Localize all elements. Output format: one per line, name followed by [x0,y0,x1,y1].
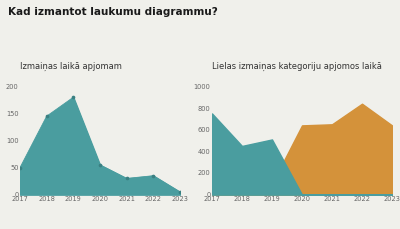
Text: Izmaiņas laikā apjomam: Izmaiņas laikā apjomam [20,62,122,71]
Text: Lielas izmaiņas kategoriju apjomos laikā: Lielas izmaiņas kategoriju apjomos laikā [212,62,382,71]
Point [150,174,156,177]
Point [17,166,23,169]
Point [124,177,130,180]
Point [44,114,50,118]
Point [97,163,103,167]
Point [70,95,76,99]
Text: Kad izmantot laukumu diagrammu?: Kad izmantot laukumu diagrammu? [8,7,218,17]
Point [177,190,183,194]
